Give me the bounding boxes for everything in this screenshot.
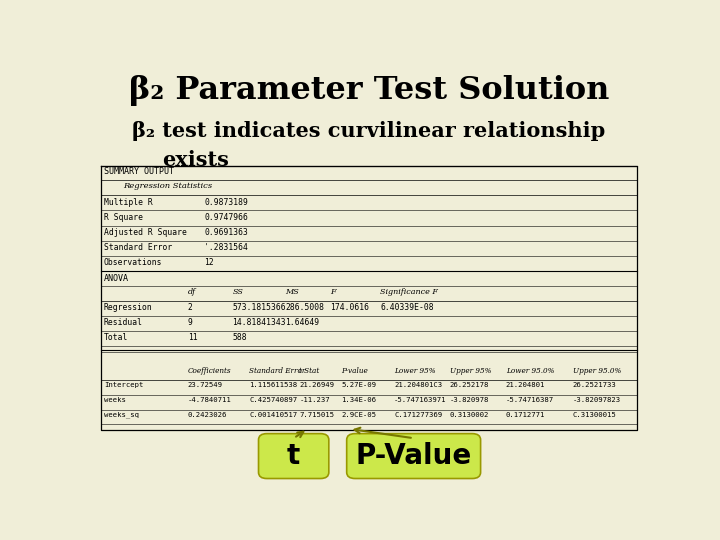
- Text: 21.204801: 21.204801: [505, 382, 545, 388]
- Text: -5.747163971: -5.747163971: [394, 397, 446, 403]
- FancyBboxPatch shape: [347, 434, 481, 478]
- Text: Observations: Observations: [104, 259, 163, 267]
- Text: Multiple R: Multiple R: [104, 198, 153, 207]
- Text: 0.9873189: 0.9873189: [204, 198, 248, 207]
- Text: Standard Error: Standard Error: [104, 243, 172, 252]
- Text: MS: MS: [285, 288, 299, 296]
- Text: C.31300015: C.31300015: [572, 411, 616, 417]
- Text: SS: SS: [233, 288, 243, 296]
- Text: weeks_sq: weeks_sq: [104, 411, 139, 418]
- Text: 0.9747966: 0.9747966: [204, 213, 248, 222]
- Text: Total: Total: [104, 333, 128, 342]
- Text: Adjusted R Square: Adjusted R Square: [104, 228, 186, 237]
- Text: Lower 95.0%: Lower 95.0%: [505, 367, 554, 375]
- Text: 1.34E-06: 1.34E-06: [341, 397, 376, 403]
- Text: 7.715015: 7.715015: [300, 411, 334, 417]
- Text: -11.237: -11.237: [300, 397, 330, 403]
- Text: 1.115611538: 1.115611538: [249, 382, 297, 388]
- Text: Intercept: Intercept: [104, 382, 143, 388]
- Text: exists: exists: [163, 150, 230, 170]
- FancyBboxPatch shape: [258, 434, 329, 478]
- Text: 2.9CE-05: 2.9CE-05: [341, 411, 376, 417]
- Text: df: df: [188, 288, 196, 296]
- Text: -5.74716387: -5.74716387: [505, 397, 554, 403]
- Text: R Square: R Square: [104, 213, 143, 222]
- Text: P-Value: P-Value: [356, 442, 472, 470]
- Text: Regression: Regression: [104, 303, 153, 312]
- Text: P-value: P-value: [341, 367, 368, 375]
- Text: 26.252178: 26.252178: [450, 382, 490, 388]
- Text: 0.3130002: 0.3130002: [450, 411, 490, 417]
- Text: Lower 95%: Lower 95%: [394, 367, 436, 375]
- Text: SUMMARY OUTPUT: SUMMARY OUTPUT: [104, 167, 174, 176]
- Text: F: F: [330, 288, 336, 296]
- Text: 573.1815366: 573.1815366: [233, 303, 286, 312]
- Text: C.425740897: C.425740897: [249, 397, 297, 403]
- Text: 26.2521733: 26.2521733: [572, 382, 616, 388]
- Text: 23.72549: 23.72549: [188, 382, 222, 388]
- Text: -4.7840711: -4.7840711: [188, 397, 231, 403]
- Text: 21.204801C3: 21.204801C3: [394, 382, 442, 388]
- Text: 588: 588: [233, 333, 247, 342]
- Text: weeks: weeks: [104, 397, 126, 403]
- Text: 174.0616: 174.0616: [330, 303, 369, 312]
- Text: 0.2423026: 0.2423026: [188, 411, 227, 417]
- Text: t Stat: t Stat: [300, 367, 320, 375]
- Text: 5.27E-09: 5.27E-09: [341, 382, 376, 388]
- Text: 0.9691363: 0.9691363: [204, 228, 248, 237]
- Text: Significance F: Significance F: [380, 288, 438, 296]
- Text: -3.820978: -3.820978: [450, 397, 490, 403]
- Text: β₂ Parameter Test Solution: β₂ Parameter Test Solution: [129, 75, 609, 106]
- Text: ANOVA: ANOVA: [104, 274, 129, 282]
- Text: Upper 95%: Upper 95%: [450, 367, 492, 375]
- Text: '.2831564: '.2831564: [204, 243, 248, 252]
- Text: Standard Error: Standard Error: [249, 367, 305, 375]
- Text: 11: 11: [188, 333, 197, 342]
- Text: 1.64649: 1.64649: [285, 318, 320, 327]
- Text: -3.82097823: -3.82097823: [572, 397, 621, 403]
- Text: 2: 2: [188, 303, 192, 312]
- Text: Regression Statistics: Regression Statistics: [124, 182, 212, 190]
- Text: Residual: Residual: [104, 318, 143, 327]
- Text: 286.5008: 286.5008: [285, 303, 324, 312]
- Text: 0.1712771: 0.1712771: [505, 411, 545, 417]
- Text: Upper 95.0%: Upper 95.0%: [572, 367, 621, 375]
- Text: 6.40339E-08: 6.40339E-08: [380, 303, 433, 312]
- Text: 9: 9: [188, 318, 192, 327]
- Text: β₂ test indicates curvilinear relationship: β₂ test indicates curvilinear relationsh…: [132, 121, 606, 141]
- Text: C.001410517: C.001410517: [249, 411, 297, 417]
- Text: 21.26949: 21.26949: [300, 382, 334, 388]
- Text: C.171277369: C.171277369: [394, 411, 442, 417]
- Text: Coefficients: Coefficients: [188, 367, 231, 375]
- Text: 14.81841343: 14.81841343: [233, 318, 286, 327]
- Text: 12: 12: [204, 259, 214, 267]
- Text: t: t: [287, 442, 300, 470]
